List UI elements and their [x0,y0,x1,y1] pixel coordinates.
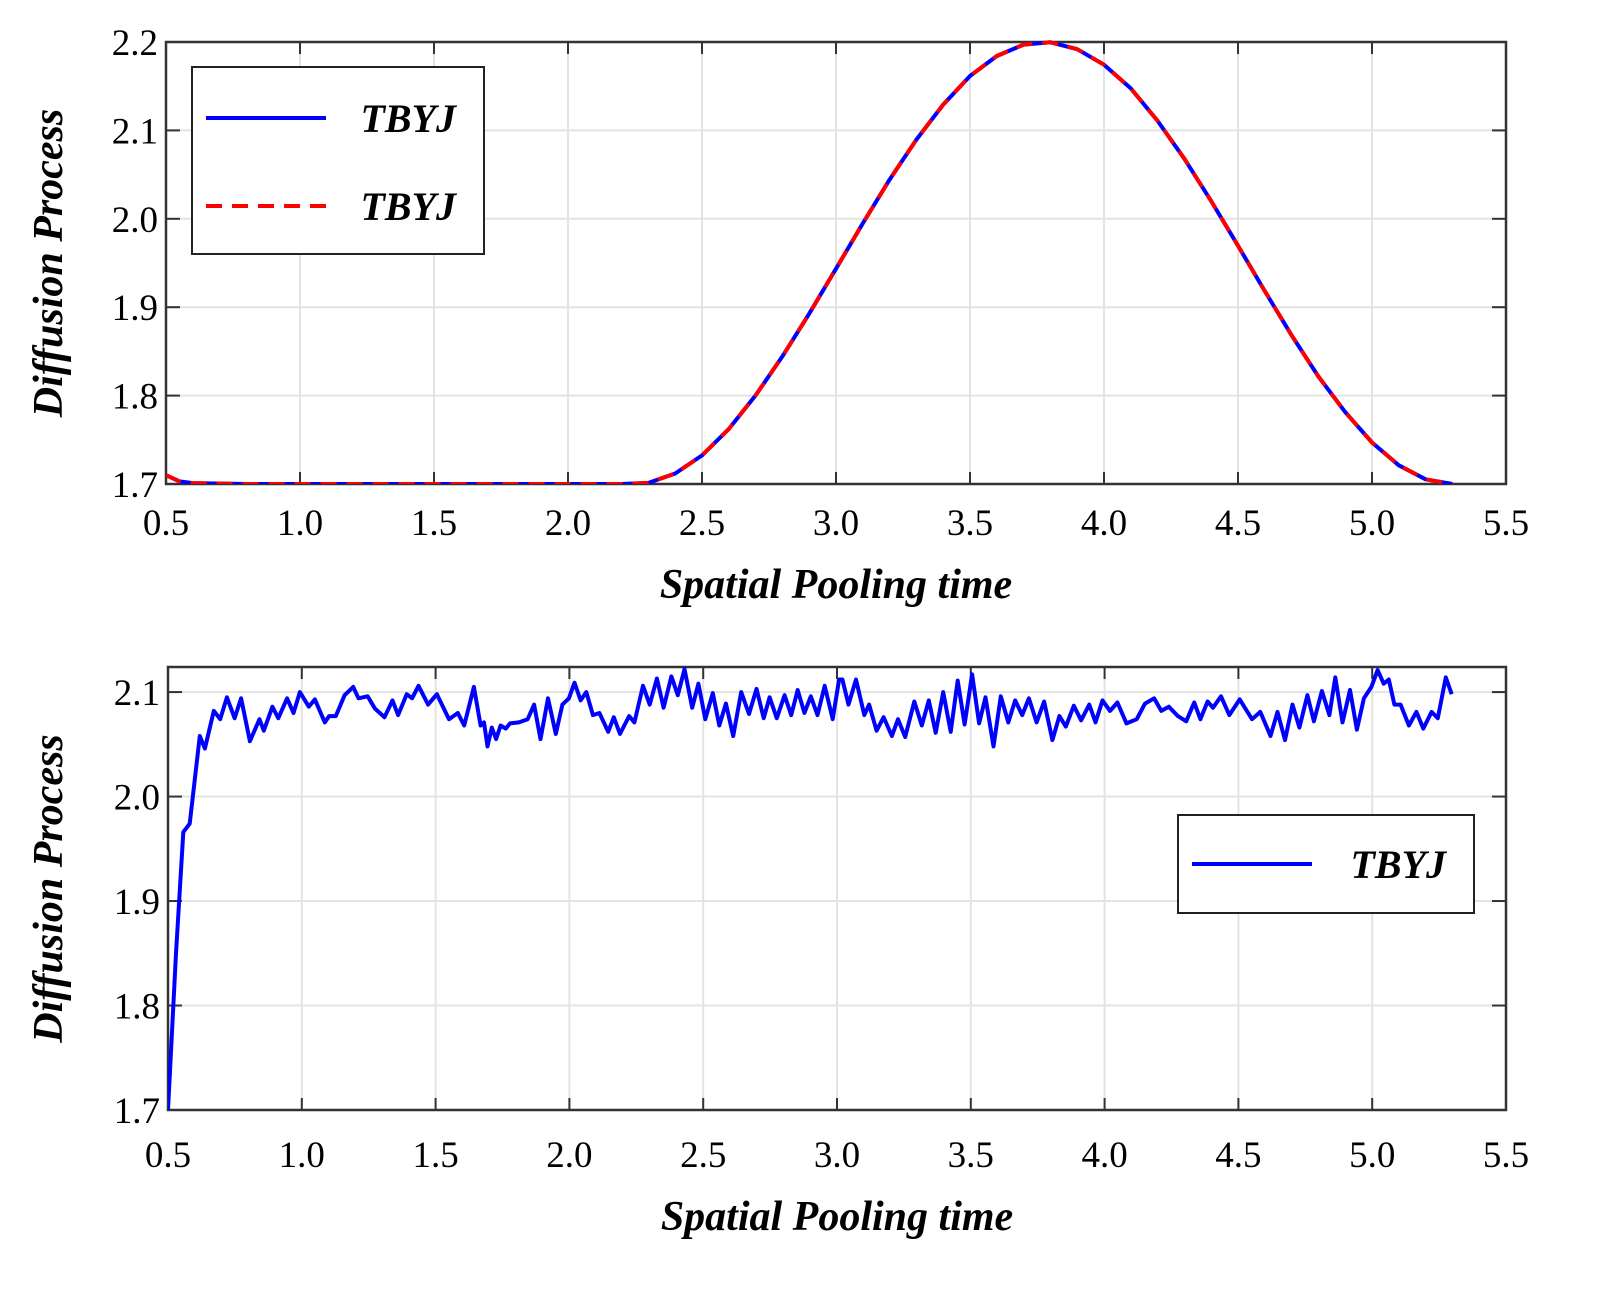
x-tick-label: 1.5 [412,1135,458,1176]
y-tick-label: 1.7 [112,465,158,506]
x-tick-label: 1.0 [279,1135,325,1176]
x-tick-label: 2.0 [546,1135,592,1176]
y-axis-label: Diffusion Process [26,109,72,418]
x-tick-label: 4.0 [1081,1135,1127,1176]
y-tick-label: 1.9 [112,288,158,329]
x-tick-label: 0.5 [145,1135,191,1176]
y-tick-label: 1.8 [112,377,158,418]
x-tick-label: 4.0 [1081,503,1127,544]
series-line-1 [166,40,1453,484]
legend: TBYJ [1177,814,1475,914]
y-tick-label: 2.2 [112,23,158,64]
legend: TBYJ TBYJ [191,66,485,255]
x-tick-label: 3.5 [947,503,993,544]
y-tick-label: 1.8 [114,987,160,1028]
y-tick-label: 1.7 [114,1091,160,1132]
plot-area-border [166,665,1508,1112]
chart-1: 0.5 1.0 1.5 2.0 2.5 3.0 3.5 4.0 4.5 5.0 5.5 1.7 1.8 1… [26,23,1529,608]
x-tick-label: 0.5 [143,503,189,544]
y-tick-label: 2.1 [112,111,158,152]
x-tick-label: 4.5 [1215,503,1261,544]
x-tick-label: 2.0 [545,503,591,544]
y-tick-label: 2.1 [114,673,160,714]
x-tick-label: 2.5 [679,503,725,544]
x-tick-label: 3.0 [813,503,859,544]
x-tick-label: 1.5 [411,503,457,544]
y-tick-label: 2.0 [112,200,158,241]
legend-box [191,66,485,255]
x-axis-label: Spatial Pooling time [661,1194,1013,1240]
y-tick-label: 1.9 [114,882,160,923]
x-tick-label: 3.0 [814,1135,860,1176]
x-tick-label: 5.0 [1349,1135,1395,1176]
x-axis-label: Spatial Pooling time [660,562,1012,608]
plot-area-border [164,40,1508,486]
x-tick-label: 5.5 [1483,503,1529,544]
legend-label: TBYJ [1350,842,1448,887]
x-tick-label: 5.0 [1349,503,1395,544]
legend-label: TBYJ [360,184,458,229]
x-tick-label: 1.0 [277,503,323,544]
x-tick-label: 3.5 [948,1135,994,1176]
chart-2: 0.5 1.0 1.5 2.0 2.5 3.0 3.5 4.0 4.5 5.0 5.5 1.7 1.8 1… [26,665,1529,1240]
y-axis-label: Diffusion Process [26,734,72,1043]
series-line-1 [168,667,1454,1110]
x-tick-label: 2.5 [680,1135,726,1176]
legend-label: TBYJ [360,96,458,141]
y-tick-label: 2.0 [114,778,160,819]
x-tick-label: 5.5 [1483,1135,1529,1176]
x-tick-label: 4.5 [1215,1135,1261,1176]
